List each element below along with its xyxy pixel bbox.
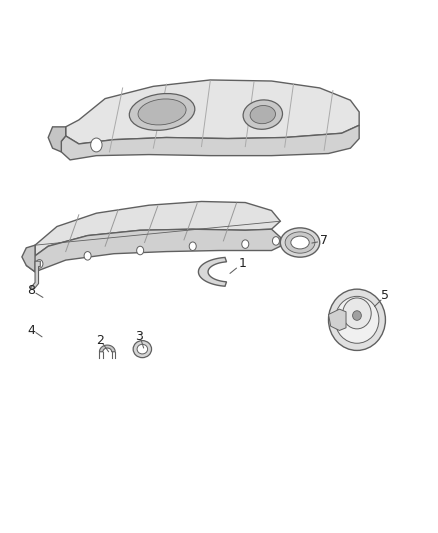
- Ellipse shape: [335, 296, 379, 343]
- Ellipse shape: [243, 100, 283, 130]
- Text: 3: 3: [135, 330, 143, 343]
- Circle shape: [91, 138, 102, 152]
- Ellipse shape: [138, 99, 186, 125]
- Circle shape: [272, 237, 279, 245]
- Polygon shape: [99, 345, 115, 352]
- Ellipse shape: [129, 94, 195, 130]
- Polygon shape: [22, 245, 35, 272]
- Text: 1: 1: [239, 257, 247, 270]
- Ellipse shape: [291, 236, 309, 249]
- Polygon shape: [61, 125, 359, 160]
- Polygon shape: [328, 309, 346, 330]
- Ellipse shape: [137, 344, 148, 354]
- Ellipse shape: [328, 289, 385, 351]
- Circle shape: [36, 260, 43, 268]
- Text: 2: 2: [96, 334, 104, 346]
- Text: 8: 8: [27, 284, 35, 297]
- Circle shape: [84, 252, 91, 260]
- Ellipse shape: [353, 311, 361, 320]
- Polygon shape: [198, 257, 226, 286]
- Polygon shape: [31, 261, 40, 289]
- Polygon shape: [35, 201, 280, 256]
- Ellipse shape: [343, 298, 371, 329]
- Ellipse shape: [250, 106, 276, 124]
- Polygon shape: [26, 229, 280, 272]
- Text: 4: 4: [28, 324, 35, 337]
- Polygon shape: [48, 127, 66, 152]
- Text: 5: 5: [381, 289, 389, 302]
- Text: 7: 7: [320, 235, 328, 247]
- Polygon shape: [66, 80, 359, 144]
- Ellipse shape: [133, 341, 152, 358]
- Circle shape: [137, 246, 144, 255]
- Circle shape: [189, 242, 196, 251]
- Ellipse shape: [280, 228, 320, 257]
- Circle shape: [242, 240, 249, 248]
- Ellipse shape: [285, 232, 315, 253]
